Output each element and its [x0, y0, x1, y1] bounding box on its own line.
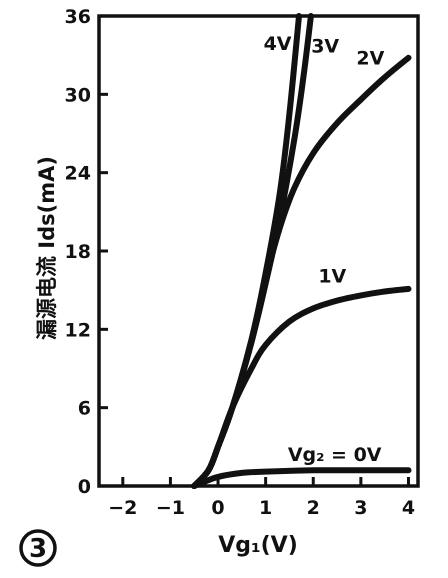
plot-frame — [97, 14, 420, 488]
y-tick-label: 36 — [65, 6, 91, 28]
y-tick-label: 0 — [78, 476, 91, 498]
x-tick-label: 4 — [402, 497, 415, 519]
y-tick-label: 24 — [65, 163, 91, 185]
x-tick-label: 0 — [211, 497, 224, 519]
y-tick-label: 30 — [65, 84, 91, 106]
figure-number-badge: 3 — [19, 529, 57, 567]
x-tick-label: 1 — [259, 497, 272, 519]
x-tick-label: 3 — [354, 497, 367, 519]
y-tick-label: 12 — [65, 319, 91, 341]
x-tick-label: −2 — [108, 497, 137, 519]
y-tick-label: 6 — [78, 398, 91, 420]
series — [191, 13, 412, 489]
series-label-0: Vg₂ = 0V — [288, 444, 382, 466]
series-label-2: 2V — [356, 47, 384, 69]
series-label-3: 3V — [311, 36, 339, 58]
axes — [97, 14, 420, 488]
series-label-1: 1V — [318, 265, 346, 287]
x-tick-label: −1 — [156, 497, 185, 519]
y-tick-label: 18 — [65, 241, 91, 263]
x-tick-label: 2 — [307, 497, 320, 519]
y-axis-label: 漏源电流 Ids(mA) — [35, 156, 59, 340]
labels: Vg₂ = 0V 1V 2V 3V 4V — [264, 33, 385, 466]
figure-number-circle — [19, 529, 57, 567]
figure-number: 3 — [29, 534, 47, 564]
series-label-4: 4V — [264, 33, 292, 55]
x-axis-label: Vg₁(V) — [218, 533, 298, 558]
series-line-4 — [191, 13, 302, 489]
series-line-0 — [191, 467, 412, 489]
